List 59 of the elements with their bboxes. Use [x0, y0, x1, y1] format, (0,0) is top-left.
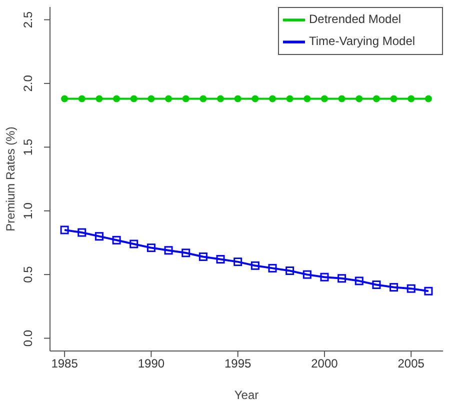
point	[250, 261, 260, 270]
point	[320, 272, 329, 282]
point	[406, 284, 416, 293]
point	[268, 95, 276, 102]
point	[78, 95, 86, 102]
y-axis-title: Premium Rates (%)	[3, 126, 18, 232]
point	[320, 95, 328, 102]
point	[112, 236, 121, 244]
point	[130, 95, 138, 102]
point	[78, 228, 86, 237]
point	[268, 264, 277, 272]
point	[390, 95, 398, 102]
point	[372, 280, 381, 289]
point	[302, 270, 312, 279]
legend-label: Time-Varying Model	[309, 34, 416, 48]
point	[252, 95, 259, 102]
y-tick-label: 0.5	[21, 266, 35, 283]
point	[216, 255, 225, 264]
x-tick-label: 1985	[51, 356, 78, 371]
point	[390, 283, 398, 292]
y-tick-label: 0.0	[21, 330, 35, 347]
x-axis-title: Year	[234, 388, 259, 402]
point	[286, 266, 294, 275]
point	[338, 95, 346, 102]
x-tick-label: 1995	[224, 356, 252, 371]
y-tick-label: 2.0	[21, 74, 35, 92]
x-tick-label: 2000	[311, 356, 338, 371]
point	[60, 226, 69, 234]
point	[182, 95, 190, 102]
point	[198, 252, 208, 261]
point	[148, 95, 155, 102]
x-tick-label: 1990	[138, 356, 165, 371]
point	[146, 244, 156, 252]
point	[130, 240, 138, 248]
point	[408, 95, 415, 102]
point	[61, 95, 68, 102]
point	[304, 95, 311, 102]
point	[113, 95, 120, 102]
point	[164, 246, 173, 255]
point	[424, 286, 433, 296]
x-tick-label: 2005	[398, 356, 425, 371]
legend-label: Detrended Model	[309, 12, 402, 26]
point	[286, 95, 294, 102]
point	[424, 95, 432, 102]
point	[234, 258, 242, 266]
point	[96, 95, 103, 102]
point	[372, 95, 380, 102]
point	[200, 95, 207, 102]
point	[338, 274, 346, 283]
point	[94, 232, 104, 241]
point	[217, 95, 224, 102]
point	[165, 95, 172, 102]
point	[234, 95, 242, 102]
point	[182, 248, 190, 258]
y-tick-label: 1.5	[21, 138, 35, 156]
point	[356, 95, 363, 102]
y-tick-label: 1.0	[21, 202, 35, 220]
point	[354, 276, 364, 286]
y-tick-label: 2.5	[21, 11, 35, 28]
